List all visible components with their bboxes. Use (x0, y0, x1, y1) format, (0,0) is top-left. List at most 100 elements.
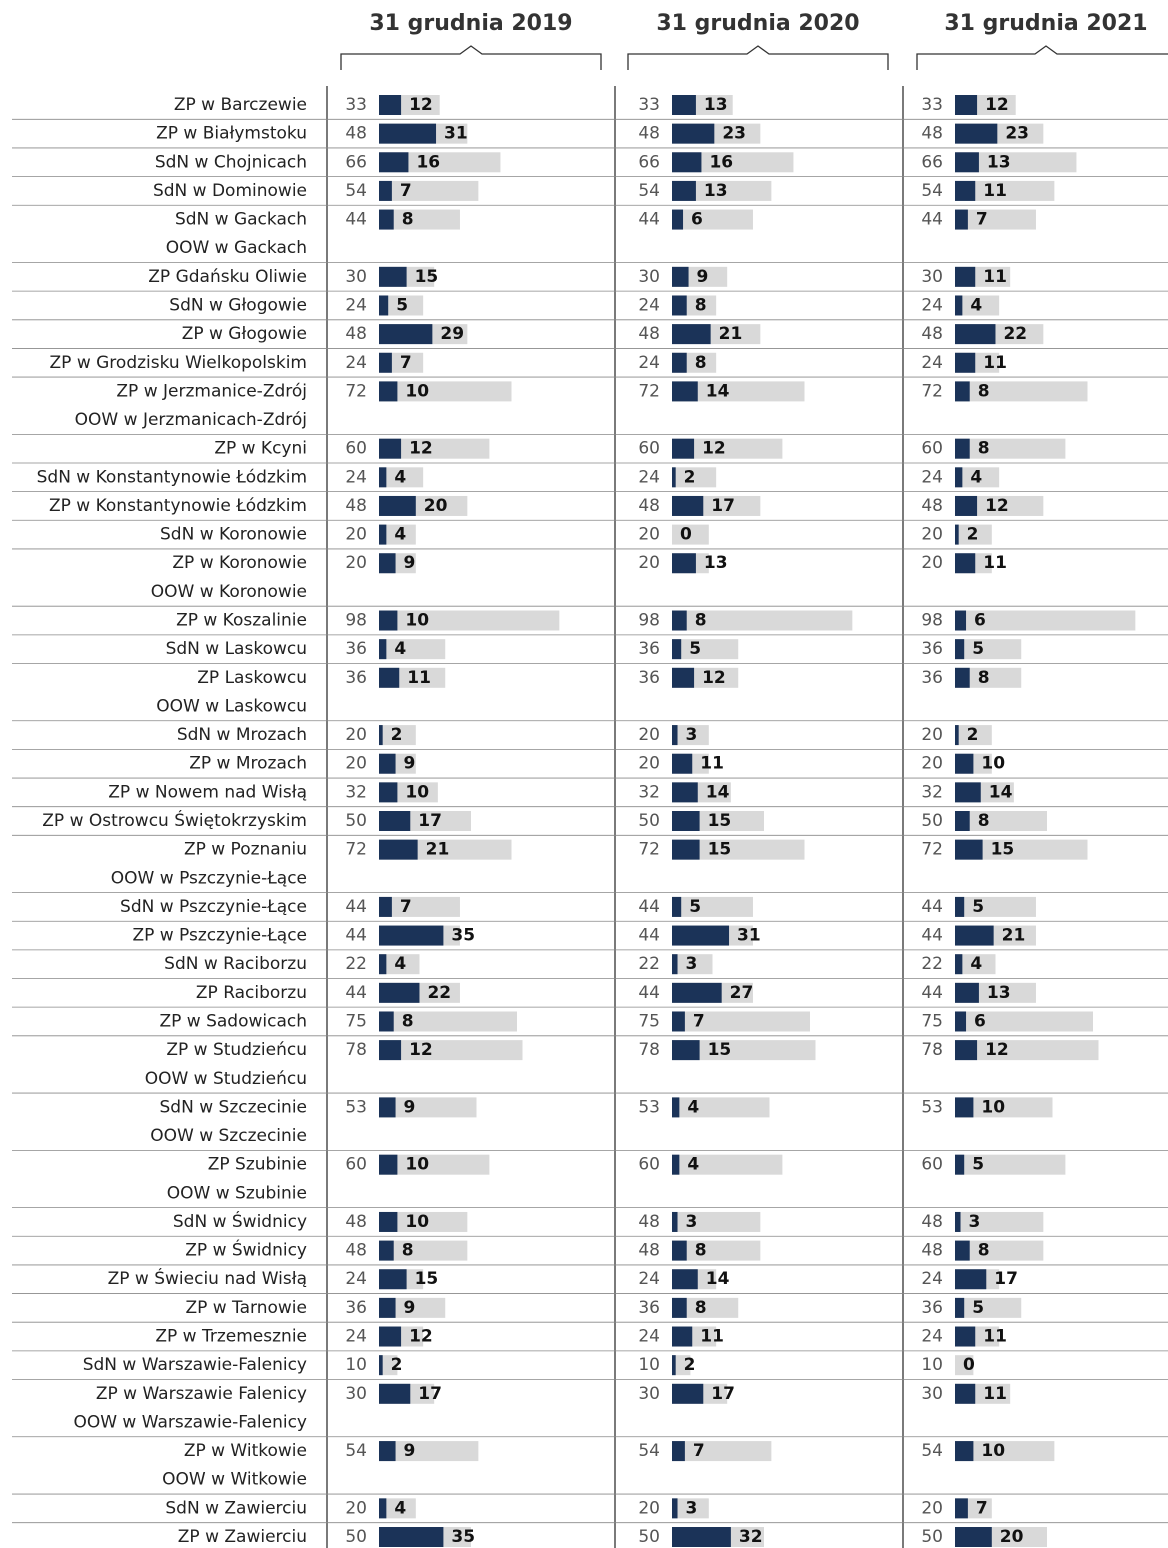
row-label: OOW w Studzieńcu (145, 1069, 307, 1089)
capacity-label: 20 (345, 1498, 367, 1518)
occupancy-bar (955, 495, 978, 516)
occupancy-bar (672, 295, 687, 316)
value-label: 22 (1003, 324, 1027, 344)
capacity-label: 24 (921, 1327, 943, 1347)
capacity-label: 60 (638, 1155, 660, 1175)
occupancy-bar (672, 123, 715, 144)
value-label: 12 (409, 95, 433, 115)
occupancy-bar (955, 725, 959, 746)
capacity-label: 66 (921, 152, 943, 172)
capacity-label: 48 (638, 496, 660, 516)
value-label: 4 (394, 467, 406, 487)
row-label: SdN w Konstantynowie Łódzkim (37, 467, 307, 487)
capacity-label: 30 (921, 1384, 943, 1404)
value-label: 2 (684, 467, 696, 487)
capacity-bar (379, 954, 420, 975)
value-label: 4 (970, 467, 982, 487)
capacity-bar (672, 1498, 709, 1519)
value-label: 4 (687, 1097, 699, 1117)
value-label: 6 (691, 210, 703, 230)
occupancy-bar (955, 381, 970, 402)
capacity-label: 48 (345, 324, 367, 344)
capacity-label: 98 (638, 611, 660, 631)
row-label: SdN w Koronowie (160, 525, 307, 545)
capacity-label: 24 (345, 295, 367, 315)
capacity-label: 60 (345, 439, 367, 459)
capacity-bar (379, 209, 460, 230)
value-label: 2 (967, 525, 979, 545)
row-label: SdN w Zawierciu (165, 1498, 307, 1518)
value-label: 15 (708, 840, 732, 860)
capacity-bar (379, 1040, 523, 1061)
value-label: 2 (684, 1355, 696, 1375)
value-label: 4 (394, 525, 406, 545)
row-label: SdN w Głogowie (169, 295, 307, 315)
value-label: 3 (686, 954, 698, 974)
occupancy-bar (379, 1211, 398, 1232)
row-label: ZP w Tarnowie (185, 1298, 307, 1318)
capacity-label: 54 (921, 1441, 943, 1461)
value-label: 2 (391, 1355, 403, 1375)
value-label: 20 (1000, 1527, 1024, 1547)
value-label: 3 (686, 725, 698, 745)
occupancy-bar (672, 266, 689, 287)
value-label: 10 (981, 754, 1005, 774)
value-label: 4 (970, 295, 982, 315)
value-label: 3 (969, 1212, 981, 1232)
column-header: 31 grudnia 2019 (369, 11, 572, 36)
capacity-bar (955, 1211, 1044, 1232)
occupancy-bar (955, 180, 976, 201)
capacity-label: 72 (638, 381, 660, 401)
capacity-label: 44 (921, 210, 943, 230)
capacity-bar (955, 1441, 1055, 1462)
capacity-bar (672, 180, 772, 201)
capacity-label: 36 (345, 668, 367, 688)
capacity-label: 44 (638, 897, 660, 917)
capacity-label: 48 (345, 1212, 367, 1232)
row-label: ZP w Studzieńcu (166, 1040, 307, 1060)
row-label: OOW w Jerzmanicach-Zdrój (75, 410, 307, 430)
value-label: 6 (974, 1011, 986, 1031)
capacity-label: 53 (638, 1097, 660, 1117)
value-label: 32 (739, 1527, 763, 1547)
capacity-label: 48 (345, 496, 367, 516)
value-label: 8 (402, 210, 414, 230)
value-label: 2 (391, 725, 403, 745)
value-label: 17 (418, 1384, 442, 1404)
row-label: ZP w Konstantynowie Łódzkim (49, 496, 307, 516)
capacity-bar (379, 896, 460, 917)
capacity-label: 33 (638, 95, 660, 115)
capacity-label: 10 (345, 1355, 367, 1375)
capacity-bar (955, 1240, 1044, 1261)
value-label: 21 (1002, 926, 1026, 946)
occupancy-bar (955, 839, 983, 860)
capacity-bar (672, 1441, 772, 1462)
value-label: 35 (451, 1527, 475, 1547)
value-label: 9 (697, 267, 709, 287)
capacity-label: 72 (345, 381, 367, 401)
value-label: 8 (695, 1241, 707, 1261)
value-label: 15 (708, 1040, 732, 1060)
occupancy-bar (955, 610, 967, 631)
row-label: ZP w Barczewie (174, 95, 307, 115)
capacity-bar (955, 639, 1022, 660)
occupancy-bar (672, 925, 730, 946)
frame (326, 45, 1168, 1548)
capacity-label: 48 (638, 124, 660, 144)
capacity-label: 22 (638, 954, 660, 974)
occupancy-bar (379, 982, 420, 1003)
value-label: 9 (404, 1441, 416, 1461)
capacity-label: 32 (345, 782, 367, 802)
value-label: 23 (722, 124, 746, 144)
capacity-bar (955, 209, 1036, 230)
capacity-label: 66 (638, 152, 660, 172)
value-label: 8 (695, 1298, 707, 1318)
occupancy-bar (379, 610, 398, 631)
capacity-bar (955, 1097, 1053, 1118)
row-label: SdN w Chojnicach (155, 152, 307, 172)
value-label: 11 (983, 553, 1007, 573)
value-label: 7 (400, 181, 412, 201)
value-label: 11 (983, 1384, 1007, 1404)
value-label: 15 (708, 811, 732, 831)
